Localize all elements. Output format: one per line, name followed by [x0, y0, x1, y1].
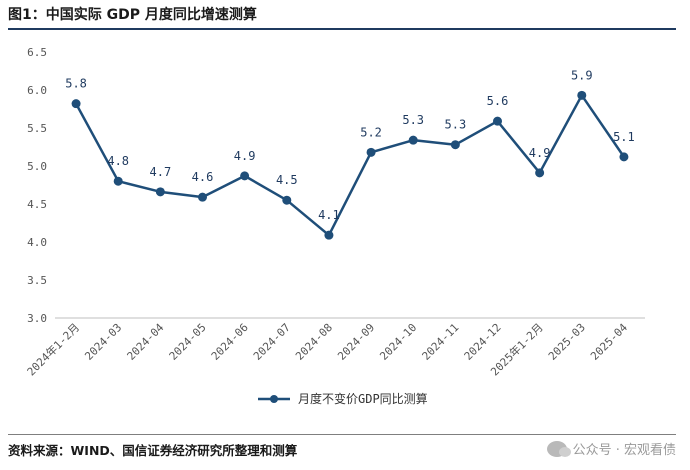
data-point	[577, 90, 587, 100]
data-point	[450, 140, 460, 150]
x-tick-label: 2025-04	[588, 321, 630, 363]
x-tick-label: 2024-03	[82, 321, 124, 363]
data-label: 4.9	[234, 149, 256, 163]
data-point	[535, 168, 545, 178]
data-point	[493, 116, 502, 126]
x-tick-label: 2024年1-2月	[24, 320, 82, 378]
footer-rule	[8, 434, 676, 435]
data-point	[155, 187, 165, 197]
data-point	[240, 171, 250, 181]
data-label: 4.1	[318, 208, 340, 222]
data-label: 5.9	[571, 68, 593, 82]
y-tick-label: 3.5	[27, 274, 47, 287]
x-tick-label: 2024-10	[377, 321, 419, 363]
x-tick-label: 2024-04	[125, 321, 167, 363]
data-label: 5.8	[65, 77, 87, 91]
data-label: 4.5	[276, 173, 298, 187]
data-label: 4.8	[107, 154, 129, 168]
y-axis: 3.0 3.5 4.0 4.5 5.0 5.5 6.0 6.5	[27, 46, 47, 325]
y-tick-label: 4.5	[27, 198, 47, 211]
x-tick-label: 2024-08	[293, 321, 335, 363]
y-tick-label: 4.0	[27, 236, 47, 249]
watermark-text: 公众号 · 宏观看债	[572, 443, 676, 458]
y-tick-label: 5.5	[27, 122, 47, 135]
data-point	[71, 99, 81, 109]
y-tick-label: 6.0	[27, 84, 47, 97]
data-label: 4.7	[150, 165, 172, 179]
source-note: 资料来源：WIND、国信证券经济研究所整理和测算	[8, 443, 298, 458]
legend-label: 月度不变价GDP同比测算	[298, 391, 428, 406]
data-label: 5.6	[487, 94, 509, 108]
x-tick-label: 2024-12	[462, 321, 504, 363]
x-tick-label: 2024-06	[209, 321, 251, 363]
data-point	[366, 147, 376, 157]
legend: 月度不变价GDP同比测算	[258, 391, 428, 406]
data-point	[324, 230, 334, 240]
data-point	[619, 152, 629, 162]
x-tick-label: 2024-11	[420, 321, 462, 363]
series-line	[74, 94, 625, 237]
y-tick-label: 6.5	[27, 46, 47, 59]
data-label: 4.9	[529, 146, 551, 160]
data-point	[198, 192, 207, 202]
data-label: 5.2	[360, 125, 382, 139]
figure-title: 图1：中国实际 GDP 月度同比增速测算	[8, 7, 257, 23]
data-point	[282, 195, 292, 205]
data-labels: 5.8 4.8 4.7 4.6 4.9 4.5 4.1 5.2 5.3 5.3 5.6 4.9 5.9 5…	[65, 68, 635, 222]
watermark: 公众号 · 宏观看债	[546, 439, 676, 458]
legend-swatch-marker	[270, 395, 278, 403]
x-axis: 2024年1-2月 2024-03 2024-04 2024-05 2024-06 202…	[24, 320, 630, 378]
x-tick-label: 2024-05	[167, 321, 209, 363]
title-rule	[8, 28, 676, 30]
x-tick-label: 2025-03	[546, 321, 588, 363]
data-point	[408, 135, 418, 145]
y-tick-label: 5.0	[27, 160, 47, 173]
data-point	[113, 176, 123, 186]
x-tick-label: 2024-09	[335, 321, 377, 363]
data-label: 5.3	[402, 113, 424, 127]
data-label: 5.1	[613, 130, 635, 144]
data-points	[71, 90, 629, 240]
y-tick-label: 3.0	[27, 312, 47, 325]
x-tick-label: 2024-07	[251, 321, 293, 363]
data-label: 4.6	[192, 170, 214, 184]
line-chart: 3.03.54.04.55.05.56.06.5 2024年1-2月 2024-0…	[24, 46, 645, 406]
wechat-icon	[546, 440, 571, 457]
data-label: 5.3	[445, 118, 467, 132]
